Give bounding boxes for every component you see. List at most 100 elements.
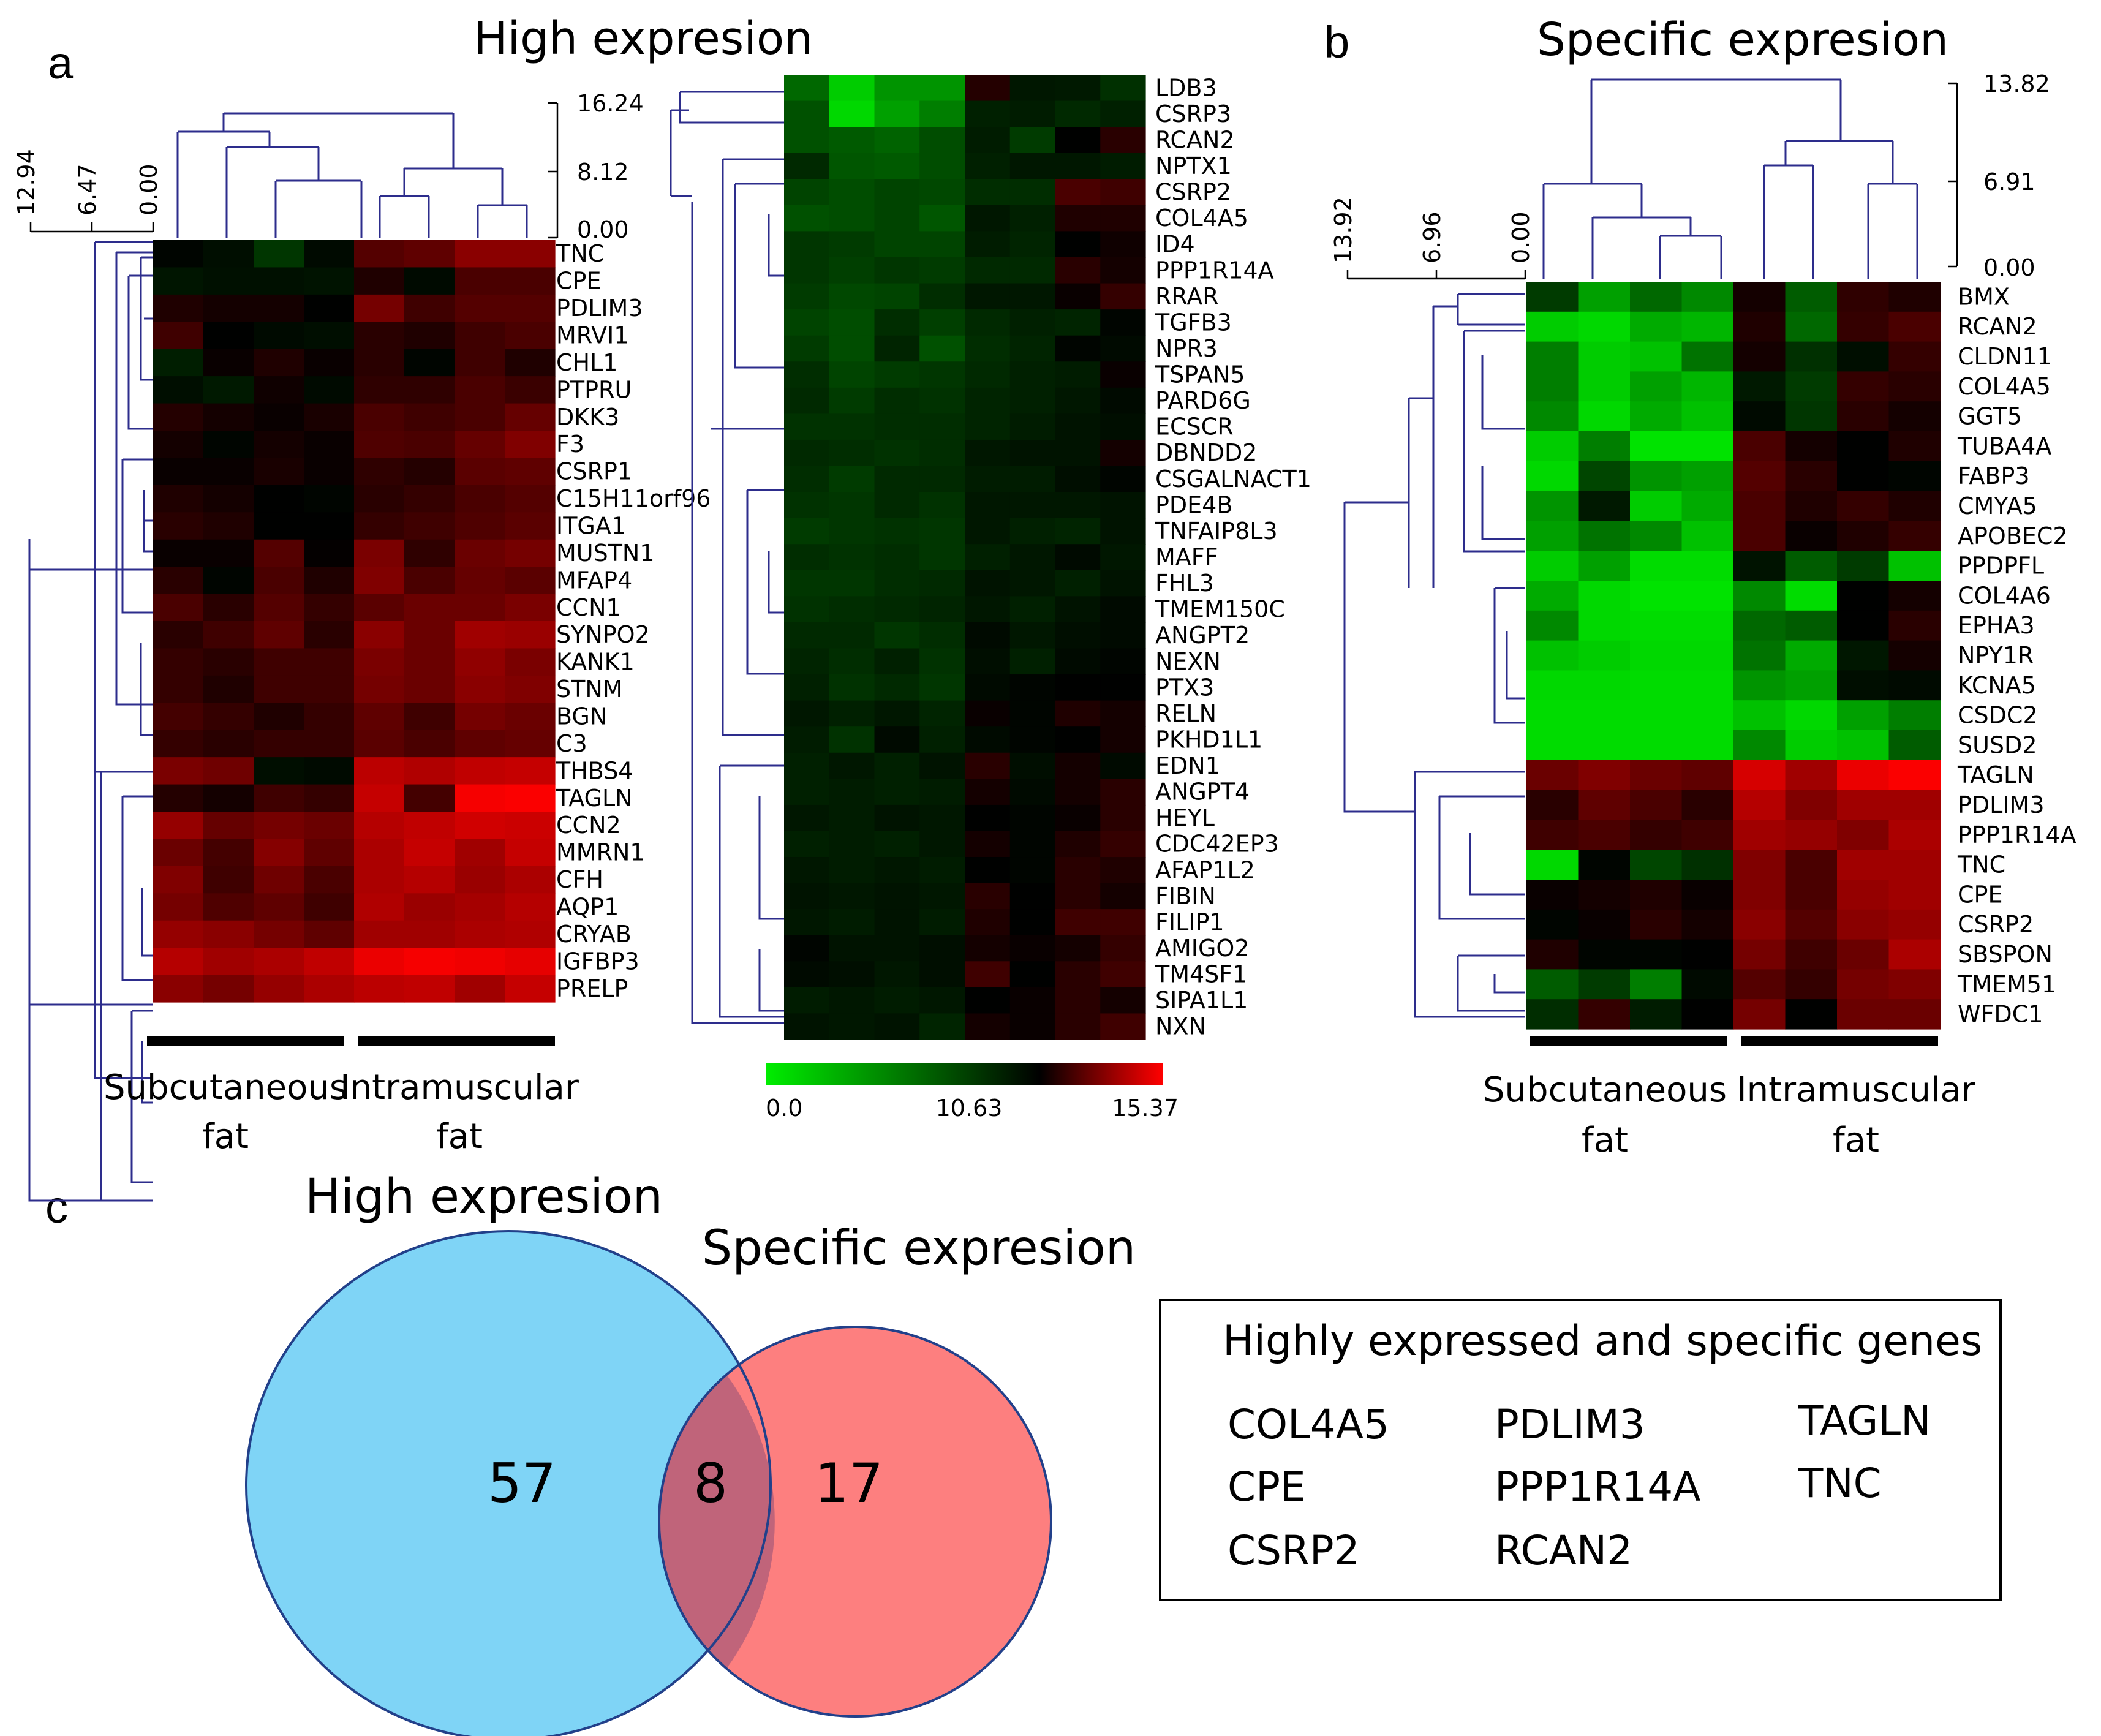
heatmap-cell-reln-1 (829, 700, 875, 727)
heatmap-cell-npr3-4 (965, 335, 1011, 362)
heatmap-cell-bgn-6 (455, 703, 505, 731)
heatmap-cell-maff-2 (874, 544, 920, 571)
row-tick-6-96: 6.96 (1419, 211, 1446, 263)
gene-label-synpo2: SYNPO2 (556, 621, 650, 648)
gene-label-ppp1r14a: PPP1R14A (1958, 821, 2076, 848)
heatmap-cell-tnc-0 (153, 240, 204, 268)
heatmap-cell-tnc-5 (1785, 850, 1838, 880)
heatmap-cell-maff-3 (919, 544, 965, 571)
heatmap-cell-dkk3-3 (304, 403, 355, 431)
heatmap-cell-thbs4-5 (404, 757, 455, 785)
heatmap-cell-ldb3-4 (965, 75, 1011, 102)
heatmap-cell-ccn2-5 (404, 812, 455, 840)
heatmap-cell-tagln-1 (1578, 760, 1631, 791)
heatmap-cell-c3-1 (203, 730, 254, 758)
heatmap-cell-csdc2-3 (1681, 700, 1734, 731)
heatmap-cell-kcna5-3 (1681, 670, 1734, 701)
heatmap-cell-rcan2-2 (874, 127, 920, 154)
heatmap-cell-npy1r-7 (1888, 640, 1941, 671)
heatmap-cell-ecscr-4 (965, 413, 1011, 440)
heatmap-cell-kcna5-6 (1837, 670, 1890, 701)
heatmap-cell-csrp2-0 (1526, 909, 1579, 940)
gene-label-cfh: CFH (556, 866, 603, 893)
heatmap-cell-tnc-3 (1681, 850, 1734, 880)
heatmap-cell-tnc-0 (1526, 850, 1579, 880)
gene-label-csrp3: CSRP3 (1155, 100, 1231, 127)
heatmap-cell-mmrn1-2 (254, 839, 304, 867)
heatmap-cell-fibin-1 (829, 883, 875, 910)
heatmap-cell-itga1-6 (455, 512, 505, 540)
heatmap-cell-ppdpfl-2 (1630, 551, 1683, 581)
heatmap-cell-amigo2-7 (1100, 935, 1146, 962)
heatmap-cell-nexn-4 (965, 648, 1011, 675)
heatmap-cell-bgn-5 (404, 703, 455, 731)
heatmap-cell-chl1-1 (203, 349, 254, 377)
venn-diagram: High expresion Specific expresion 57 8 1… (245, 1169, 1136, 1736)
heatmap-cell-edn1-0 (784, 752, 830, 779)
heatmap-cell-cldn11-2 (1630, 341, 1683, 372)
gene-label-tnfaip8l3: TNFAIP8L3 (1155, 518, 1278, 545)
heatmap-cell-mustn1-3 (304, 539, 355, 567)
heatmap-cell-rrar-7 (1100, 283, 1146, 310)
heatmap-cell-pdlim3-6 (1837, 790, 1890, 820)
heatmap-cell-dbndd2-3 (919, 439, 965, 467)
heatmap-cell-nexn-3 (919, 648, 965, 675)
gene-label-rcan2: RCAN2 (1958, 313, 2037, 340)
heatmap-cell-col4a6-7 (1888, 581, 1941, 611)
heatmap-cell-pde4b-1 (829, 492, 875, 519)
heatmap-cell-ggt5-2 (1630, 401, 1683, 432)
gene-label-stnm: STNM (556, 676, 623, 703)
heatmap-cell-ldb3-6 (1055, 75, 1101, 102)
heatmap-cell-csrp2-3 (1681, 909, 1734, 940)
heatmap-cell-kcna5-5 (1785, 670, 1838, 701)
heatmap-cell-ccn2-0 (153, 812, 204, 840)
heatmap-cell-csrp1-1 (203, 458, 254, 486)
heatmap-cell-tnfaip8l3-1 (829, 518, 875, 545)
heatmap-cell-wfdc1-1 (1578, 999, 1631, 1030)
heatmap-cell-tnc-7 (505, 240, 556, 268)
gene-label-sipa1l1: SIPA1L1 (1155, 987, 1248, 1014)
heatmap-cell-dkk3-0 (153, 403, 204, 431)
heatmap-cell-pdlim3-4 (1733, 790, 1786, 820)
heatmap-cell-tagln-2 (254, 784, 304, 812)
heatmap-cell-kcna5-7 (1888, 670, 1941, 701)
gene-label-mmrn1: MMRN1 (556, 839, 645, 866)
gene-label-tuba4a: TUBA4A (1957, 432, 2051, 459)
heatmap-cell-ppp1r14a-2 (1630, 820, 1683, 850)
heatmap-cell-f3-6 (455, 431, 505, 459)
heatmap-cell-maff-4 (965, 544, 1011, 571)
heatmap-cell-tagln-3 (304, 784, 355, 812)
heatmap-cell-heyl-0 (784, 804, 830, 832)
heatmap-cell-cryab-0 (153, 920, 204, 948)
heatmap-cell-col4a6-3 (1681, 581, 1734, 611)
heatmap-cell-susd2-5 (1785, 730, 1838, 761)
heatmap-cell-dbndd2-5 (1009, 439, 1056, 467)
gene-label-tspan5: TSPAN5 (1155, 361, 1245, 388)
heatmap-cell-kank1-5 (404, 648, 455, 676)
heatmap-cell-tnc-4 (354, 240, 405, 268)
heatmap-cell-pdlim3-6 (455, 294, 505, 322)
heatmap-cell-id4-5 (1009, 231, 1056, 258)
heatmap-cell-csdc2-0 (1526, 700, 1579, 731)
heatmap-cell-reln-7 (1100, 700, 1146, 727)
heatmap-cell-cryab-6 (455, 920, 505, 948)
heatmap-cell-c3-7 (505, 730, 556, 758)
heatmap-cell-tnc-4 (1733, 850, 1786, 880)
heatmap-cell-tagln-6 (1837, 760, 1890, 791)
heatmap-cell-pkhd1l1-6 (1055, 726, 1101, 753)
heatmap-cell-mmrn1-6 (455, 839, 505, 867)
heatmap-cell-cpe-6 (455, 267, 505, 295)
gene-label-cpe: CPE (1958, 881, 2002, 908)
heatmap-cell-csrp2-0 (784, 179, 830, 206)
heatmap-cell-sipa1l1-5 (1009, 987, 1056, 1014)
gene-label-susd2: SUSD2 (1958, 731, 2037, 758)
heatmap-cell-ptx3-2 (874, 674, 920, 701)
heatmap-cell-fibin-4 (965, 883, 1011, 910)
heatmap-cell-cfh-5 (404, 866, 455, 894)
heatmap-cell-c3-2 (254, 730, 304, 758)
title-specific-expression: Specific expresion (1537, 13, 1948, 66)
heatmap-cell-ptpru-7 (505, 376, 556, 404)
heatmap-cell-prelp-7 (505, 975, 556, 1003)
row-dendrogram-heatmap-3 (1343, 293, 1525, 1018)
gene-label-npy1r: NPY1R (1958, 642, 2034, 669)
